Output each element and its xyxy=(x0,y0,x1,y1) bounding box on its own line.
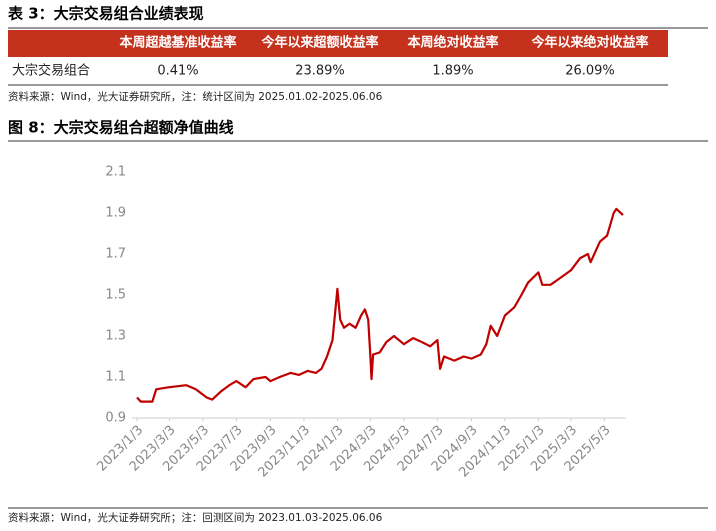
table-title: 表 3：大宗交易组合业绩表现 xyxy=(8,5,204,23)
y-tick-label: 2.1 xyxy=(105,165,126,180)
cell: 26.09% xyxy=(565,64,615,79)
source: 资料来源：Wind，光大证券研究所；注：回测区间为 2023.01.03-202… xyxy=(8,511,383,524)
source: 资料来源：Wind，光大证券研究所，注：统计区间为 2025.01.02-202… xyxy=(8,90,383,103)
y-tick-label: 1.1 xyxy=(105,370,126,385)
line-series xyxy=(136,207,624,403)
cell: 1.89% xyxy=(432,64,473,79)
header-cell: 今年以来超额收益率 xyxy=(260,35,378,51)
y-tick-label: 1.3 xyxy=(105,329,126,344)
cell: 23.89% xyxy=(295,64,345,79)
y-tick-label: 1.5 xyxy=(105,288,126,303)
y-tick-label: 1.7 xyxy=(105,247,126,262)
header-cell: 本周绝对收益率 xyxy=(407,35,498,51)
y-tick-label: 0.9 xyxy=(105,411,126,426)
y-tick-label: 1.9 xyxy=(105,206,126,221)
cell: 0.41% xyxy=(157,64,198,79)
row-label: 大宗交易组合 xyxy=(12,63,90,79)
header-cell: 本周超越基准收益率 xyxy=(119,35,236,51)
table-header xyxy=(8,30,668,57)
header-cell: 今年以来绝对收益率 xyxy=(530,35,648,51)
chart-title: 图 8：大宗交易组合超额净值曲线 xyxy=(8,119,234,137)
